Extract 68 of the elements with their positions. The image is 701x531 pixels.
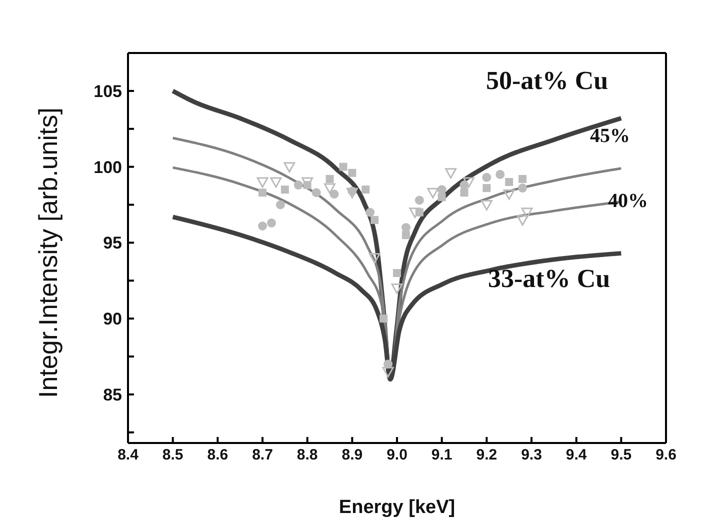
point [276,200,285,210]
x-tick-label: 9.4 [566,446,588,464]
x-tick-label: 8.6 [207,446,228,464]
x-tick-label: 8.8 [296,446,318,464]
x-tick-label: 9.3 [521,446,542,464]
point [409,208,421,218]
x-tick-label: 8.4 [118,446,140,464]
point [326,174,334,183]
y-tick-label: 85 [103,385,122,404]
point [362,186,370,194]
y-axis-title: Integr.Intensity [arb.units] [33,108,64,398]
x-tick-label: 8.7 [252,446,273,464]
point [445,168,457,179]
point [401,223,410,232]
x-tick-label: 9.2 [476,446,498,464]
y-tick-label: 105 [94,82,122,101]
point [518,184,528,193]
point [505,178,514,186]
point [496,170,505,179]
x-tick-label: 8.9 [342,446,363,464]
point [339,162,348,171]
x-tick-label: 9.6 [656,446,676,464]
x-tick-label: 8.5 [162,446,184,464]
point [284,162,296,173]
point [414,196,424,205]
point [438,193,446,202]
y-tick-label: 90 [103,310,122,329]
point [366,208,375,217]
point [518,174,527,183]
annotation: 40% [608,190,648,212]
point [380,314,388,323]
point [368,253,380,264]
point [460,188,468,197]
point [462,177,474,188]
point [503,189,515,200]
point [482,184,491,192]
x-tick-label: 9.0 [386,446,408,464]
point [280,186,289,194]
point [482,172,492,182]
x-tick-label: 9.1 [431,446,452,464]
point [258,188,266,197]
y-tick-label: 100 [94,158,122,177]
annotation: 45% [590,125,630,147]
point [324,183,336,194]
point [330,190,339,199]
point [516,215,528,226]
point [266,218,276,228]
point [480,200,492,210]
point [348,168,356,177]
x-axis-title: Energy [keV] [338,497,456,518]
point [258,221,267,230]
point [256,177,268,188]
point [382,366,394,378]
point [437,185,446,194]
point [312,188,321,198]
point [294,180,303,190]
x-tick-label: 9.5 [610,446,632,464]
annotation: 33-at% Cu [488,264,610,293]
y-tick-label: 95 [103,234,122,253]
point [393,269,401,278]
point [427,188,439,198]
point [370,216,379,224]
point [402,231,410,240]
annotation: 50-at% Cu [486,66,608,95]
point [270,177,282,188]
point [391,283,403,294]
point [346,188,358,198]
point [521,208,533,218]
